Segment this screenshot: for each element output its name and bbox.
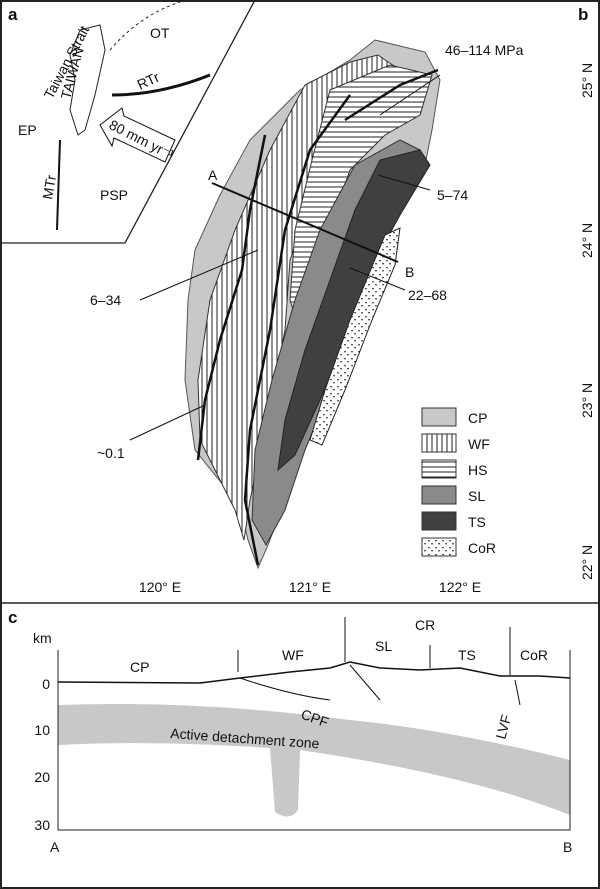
longitude: 120° E	[139, 579, 181, 595]
longitude: 121° E	[289, 579, 331, 595]
label: EP	[18, 122, 37, 138]
legend-label: WF	[468, 436, 490, 452]
label: OT	[150, 25, 170, 41]
profile-end: B	[405, 264, 414, 280]
trench-mtr	[56, 139, 61, 231]
legend: CP WF HS SL TS CoR	[421, 407, 496, 557]
depth-label: 20	[34, 769, 50, 785]
panel-label: a	[8, 5, 18, 24]
unit-label: WF	[282, 647, 304, 663]
axis-title: km	[33, 630, 52, 646]
legend-label: TS	[468, 514, 486, 530]
map-texts: b 46–114 MPa 5–74 6–34 22–68 ~0.1 A B 25…	[90, 5, 595, 595]
unit-label: CoR	[520, 647, 548, 663]
plate-arrow	[99, 107, 176, 163]
legend-label: SL	[468, 488, 485, 504]
latitude: 23° N	[579, 383, 595, 418]
label: MTr	[39, 173, 59, 200]
trench-ot	[109, 1, 181, 51]
taiwan-map	[129, 39, 441, 570]
annotation: ~0.1	[97, 445, 125, 461]
annotation: 46–114 MPa	[445, 42, 524, 58]
annotation: 5–74	[437, 187, 468, 203]
profile-end: A	[208, 167, 218, 183]
section-end: A	[50, 839, 60, 855]
inset-island	[69, 24, 106, 136]
unit-label: SL	[375, 638, 392, 654]
panel-label: c	[8, 608, 17, 627]
unit-label: TS	[458, 647, 476, 663]
legend-label: CP	[468, 410, 487, 426]
longitude: 122° E	[439, 579, 481, 595]
unit-label: CP	[130, 659, 149, 675]
unit-label: CR	[415, 617, 435, 633]
fault-label: LVF	[492, 713, 514, 741]
trench-rtr	[111, 73, 211, 97]
latitude: 25° N	[579, 63, 595, 98]
legend-label: CoR	[468, 540, 496, 556]
section-end: B	[563, 839, 572, 855]
inset-border	[0, 0, 256, 244]
legend-label: HS	[468, 462, 487, 478]
label: PSP	[100, 187, 128, 203]
depth-label: 30	[34, 817, 50, 833]
latitude: 24° N	[579, 223, 595, 258]
depth-label: 10	[34, 722, 50, 738]
annotation: 22–68	[408, 287, 447, 303]
depth-label: 0	[42, 676, 50, 692]
latitude: 22° N	[579, 545, 595, 580]
panel-label: b	[578, 5, 588, 24]
annotation: 6–34	[90, 292, 121, 308]
